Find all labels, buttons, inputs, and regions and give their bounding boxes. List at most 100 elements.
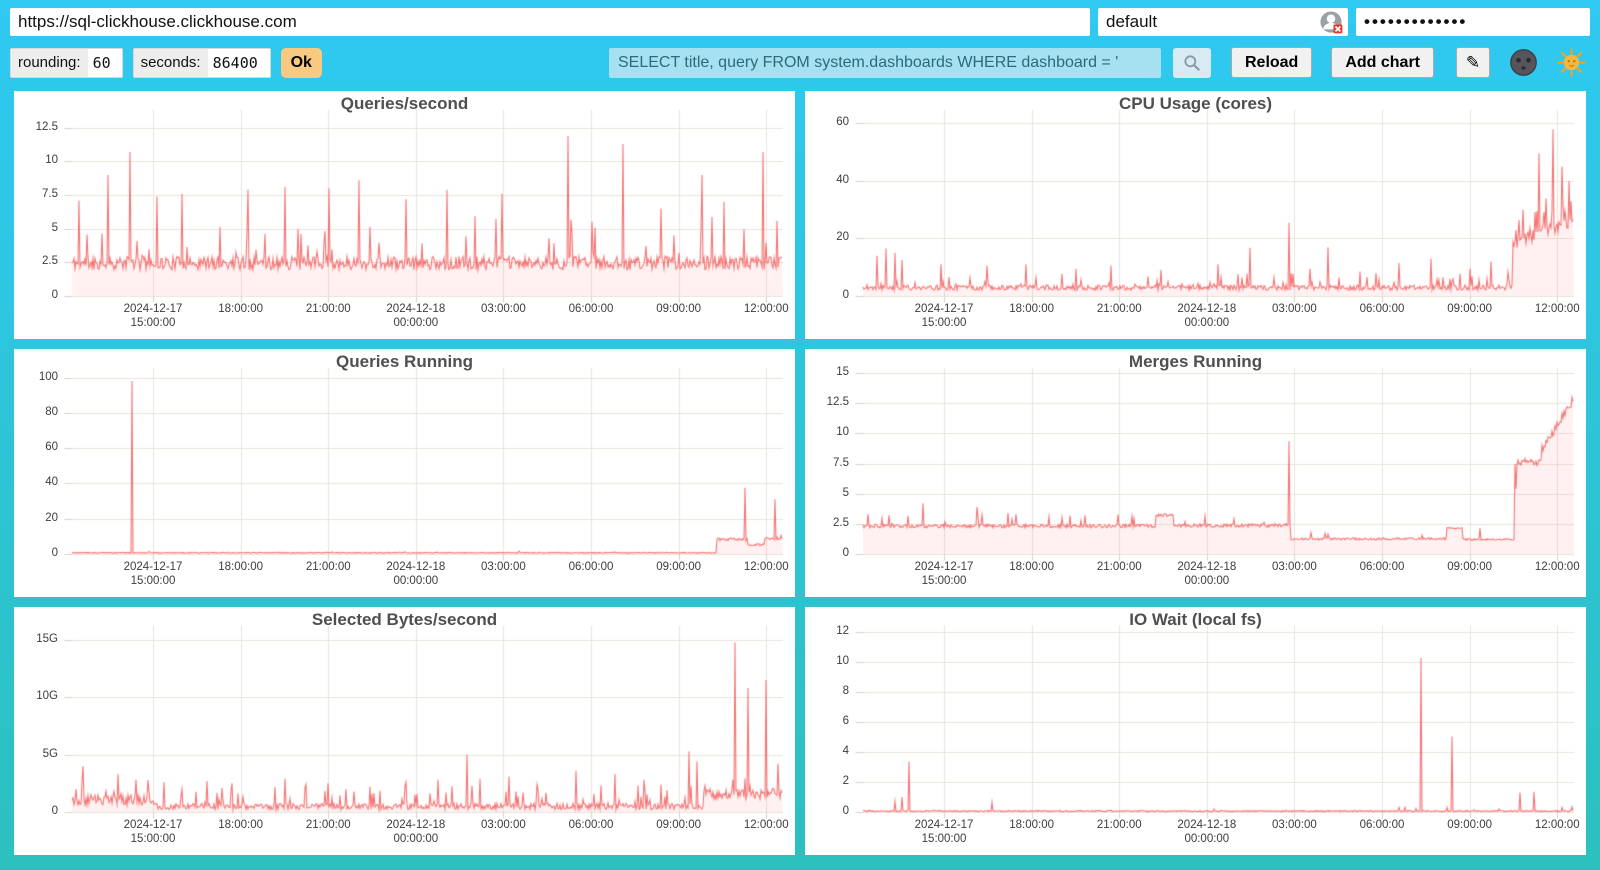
y-tick-label: 5 [842,486,849,499]
x-tick-label: 09:00:00 [656,561,701,573]
x-tick-label: 18:00:00 [218,561,264,573]
y-tick-label: 0 [842,805,849,817]
chart-canvas-io-wait[interactable] [855,625,1574,820]
y-tick-label: 0 [51,289,58,301]
moon-face-icon [1510,49,1537,76]
x-tick-label: 06:00:00 [568,303,614,315]
x-tick-label: 18:00:00 [1009,819,1055,831]
y-tick-label: 60 [45,441,58,454]
x-tick-label: 03:00:00 [481,561,526,573]
y-tick-label: 12.5 [826,396,849,409]
x-tick-label: 12:00:00 [743,303,789,315]
x-tick-label: 18:00:00 [1009,561,1055,573]
x-tick-label: 2024-12-17 15:00:00 [123,561,183,587]
edit-button[interactable]: ✎ [1456,47,1490,78]
x-tick-label: 18:00:00 [218,303,264,315]
reload-button[interactable]: Reload [1230,47,1313,78]
y-tick-label: 2.5 [42,255,58,268]
chart-canvas-queries-running[interactable] [64,367,783,562]
x-tick-label: 18:00:00 [1009,303,1055,315]
x-tick-label: 06:00:00 [1359,561,1405,573]
x-tick-label: 2024-12-18 00:00:00 [1177,303,1237,329]
y-tick-label: 20 [45,511,58,524]
y-tick-label: 40 [836,173,849,186]
user-input[interactable] [1098,8,1348,36]
x-tick-label: 12:00:00 [743,561,789,573]
server-url-input[interactable] [10,8,1090,36]
y-tick-label: 10 [45,154,58,167]
x-tick-label: 2024-12-17 15:00:00 [914,303,974,329]
chart-panel-io-wait: IO Wait (local fs) 0 2 4 6 8 10 12 2024-12-17 15… [805,607,1586,855]
password-input[interactable] [1356,8,1590,36]
y-tick-label: 12.5 [35,120,58,133]
y-tick-label: 8 [842,685,849,698]
x-tick-label: 06:00:00 [1359,819,1405,831]
x-tick-label: 03:00:00 [1272,819,1317,831]
x-tick-label: 06:00:00 [568,561,614,573]
y-tick-label: 10G [36,690,58,703]
ok-button[interactable]: Ok [280,47,322,78]
y-tick-label: 80 [45,405,58,418]
chart-panel-queries-per-second: Queries/second 0 2.5 5 7.5 10 12.5 2024-12-17 1… [14,91,795,339]
user-blocked-icon[interactable] [1318,9,1344,35]
x-tick-label: 21:00:00 [1096,561,1142,573]
y-tick-label: 0 [51,547,58,559]
user-field-wrap [1098,8,1348,36]
x-tick-label: 09:00:00 [1447,303,1492,315]
x-tick-label: 03:00:00 [481,819,526,831]
y-tick-label: 10 [836,426,849,439]
magnifier-icon [1184,54,1200,71]
x-tick-label: 12:00:00 [1534,561,1580,573]
chart-title: CPU Usage (cores) [1118,94,1273,113]
chart-canvas-merges-running[interactable] [855,367,1574,562]
chart-canvas-cpu-usage[interactable] [855,109,1574,304]
x-tick-label: 2024-12-18 00:00:00 [1177,819,1237,845]
y-tick-label: 100 [38,370,58,383]
x-tick-label: 2024-12-17 15:00:00 [123,303,183,329]
x-tick-label: 12:00:00 [1534,303,1580,315]
dashboard-query-input[interactable] [608,47,1161,78]
rounding-input[interactable] [87,48,122,77]
controls-bar: rounding: seconds: Ok Reload Add chart ✎ [0,36,1600,78]
x-tick-label: 18:00:00 [218,819,264,831]
rounding-label: rounding: [11,48,88,77]
y-tick-label: 15 [836,366,849,379]
chart-title: Selected Bytes/second [311,610,498,629]
y-tick-label: 0 [842,289,849,301]
x-tick-label: 2024-12-18 00:00:00 [386,303,446,329]
x-tick-label: 2024-12-18 00:00:00 [1177,561,1237,587]
x-tick-label: 06:00:00 [1359,303,1405,315]
chart-panel-selected-bytes: Selected Bytes/second 0 5G 10G 15G 2024-12-1… [14,607,795,855]
x-tick-label: 21:00:00 [1096,303,1142,315]
chart-canvas-queries-per-second[interactable] [64,109,783,304]
y-tick-label: 4 [842,745,849,758]
seconds-input[interactable] [207,48,270,77]
x-tick-label: 09:00:00 [1447,819,1492,831]
y-tick-label: 0 [51,805,58,817]
chart-title: Merges Running [1128,352,1263,371]
dark-theme-toggle[interactable] [1509,48,1538,77]
x-tick-label: 12:00:00 [743,819,789,831]
x-tick-label: 2024-12-17 15:00:00 [914,561,974,587]
sun-face-icon [1557,48,1586,77]
x-tick-label: 2024-12-18 00:00:00 [386,819,446,845]
chart-panel-merges-running: Merges Running 0 2.5 5 7.5 10 12.5 15 2024-12-1… [805,349,1586,597]
rounding-param: rounding: [10,47,123,78]
x-tick-label: 09:00:00 [656,819,701,831]
add-chart-button[interactable]: Add chart [1331,47,1434,78]
x-tick-label: 06:00:00 [568,819,614,831]
y-tick-label: 10 [836,655,849,668]
run-query-button[interactable] [1172,47,1211,78]
light-theme-toggle[interactable] [1557,48,1586,77]
y-tick-label: 2.5 [833,516,849,529]
chart-canvas-selected-bytes[interactable] [64,625,783,820]
x-tick-label: 03:00:00 [1272,561,1317,573]
x-tick-label: 03:00:00 [1272,303,1317,315]
x-tick-label: 21:00:00 [1096,819,1142,831]
x-tick-label: 03:00:00 [481,303,526,315]
chart-title: IO Wait (local fs) [1129,610,1262,629]
x-tick-label: 09:00:00 [656,303,701,315]
x-tick-label: 21:00:00 [305,303,351,315]
y-tick-label: 7.5 [833,456,849,469]
x-tick-label: 21:00:00 [305,819,351,831]
